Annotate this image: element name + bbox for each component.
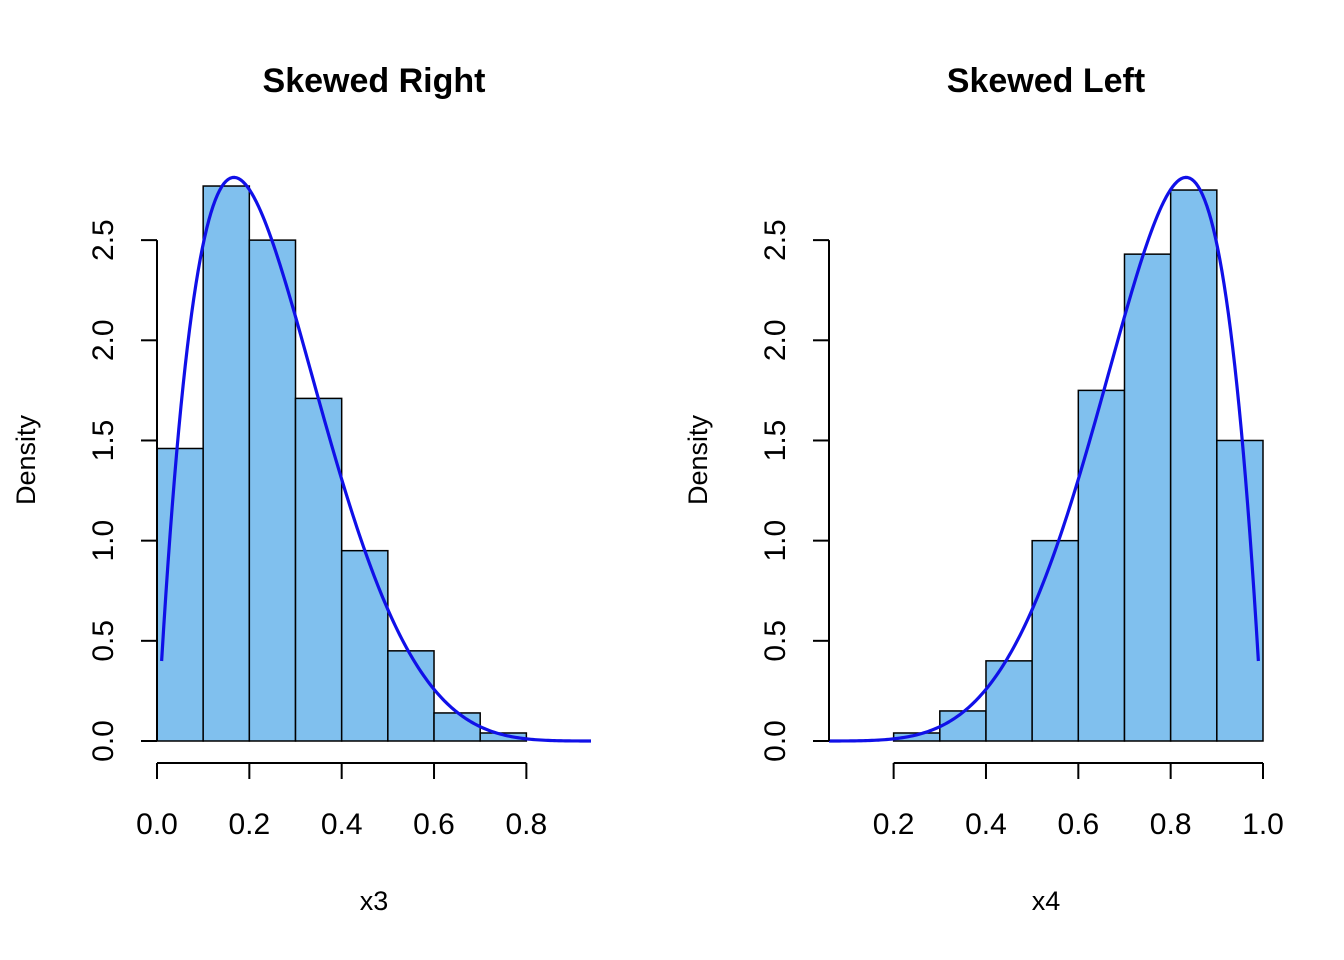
y-tick-label: 2.0 — [87, 319, 120, 361]
y-tick-label: 1.5 — [87, 420, 120, 462]
density-curve — [160, 175, 591, 743]
x-tick-label: 0.2 — [228, 808, 270, 841]
x-axis-label: x4 — [1032, 886, 1061, 916]
y-tick-label: 0.5 — [759, 620, 792, 662]
histogram-bar — [1123, 253, 1172, 742]
x-axis: 0.2 0.4 0.6 0.8 1.0 — [873, 762, 1284, 841]
panel-skewed-left: Skewed Left 0.2 0.4 0.6 0.8 1.0 0.0 0.5 1.0 1.5… — [683, 62, 1284, 916]
histogram-bars — [892, 189, 1264, 742]
histogram-bar — [433, 712, 481, 742]
x-tick-label: 0.4 — [965, 808, 1007, 841]
y-tick-label: 2.5 — [87, 219, 120, 261]
x-tick-label: 0.8 — [1150, 808, 1192, 841]
histogram-bar — [1216, 439, 1264, 742]
y-tick-label: 2.5 — [759, 219, 792, 261]
y-tick-label: 2.0 — [759, 319, 792, 361]
chart-title: Skewed Left — [947, 62, 1145, 100]
x-tick-label: 0.6 — [1057, 808, 1099, 841]
chart-title: Skewed Right — [263, 62, 486, 100]
y-tick-label: 0.5 — [87, 620, 120, 662]
x-tick-label: 1.0 — [1242, 808, 1284, 841]
y-tick-label: 1.5 — [759, 420, 792, 462]
x-axis-label: x3 — [360, 886, 389, 916]
histogram-bar — [479, 732, 528, 742]
histogram-bar — [985, 660, 1033, 742]
y-tick-label: 1.0 — [87, 520, 120, 562]
histogram-bar — [248, 239, 297, 742]
y-tick-label: 0.0 — [87, 720, 120, 762]
histogram-bar — [202, 185, 251, 742]
y-axis-label: Density — [11, 414, 41, 505]
x-tick-label: 0.0 — [136, 808, 178, 841]
y-tick-label: 1.0 — [759, 520, 792, 562]
x-tick-label: 0.8 — [506, 808, 548, 841]
histogram-bars — [156, 185, 528, 742]
x-tick-label: 0.6 — [413, 808, 455, 841]
x-tick-label: 0.4 — [321, 808, 363, 841]
histogram-bar — [1031, 539, 1080, 742]
histogram-bar — [1077, 389, 1126, 742]
histogram-bar — [340, 549, 389, 742]
histogram-bar — [939, 710, 987, 742]
density-curve — [829, 175, 1260, 743]
panel-skewed-right: Skewed Right 0.0 0.2 0.4 0.6 0.8 0.0 0.5 1.0 1.… — [11, 62, 591, 916]
histogram-bar — [294, 397, 343, 742]
y-axis: 0.0 0.5 1.0 1.5 2.0 2.5 — [87, 219, 158, 762]
y-tick-label: 0.0 — [759, 720, 792, 762]
x-tick-label: 0.2 — [873, 808, 915, 841]
histogram-bar — [1169, 189, 1218, 742]
x-axis: 0.0 0.2 0.4 0.6 0.8 — [136, 762, 548, 841]
histogram-bar — [387, 650, 435, 742]
y-axis: 0.0 0.5 1.0 1.5 2.0 2.5 — [759, 219, 830, 762]
histogram-bar — [156, 447, 204, 742]
y-axis-label: Density — [683, 414, 713, 505]
